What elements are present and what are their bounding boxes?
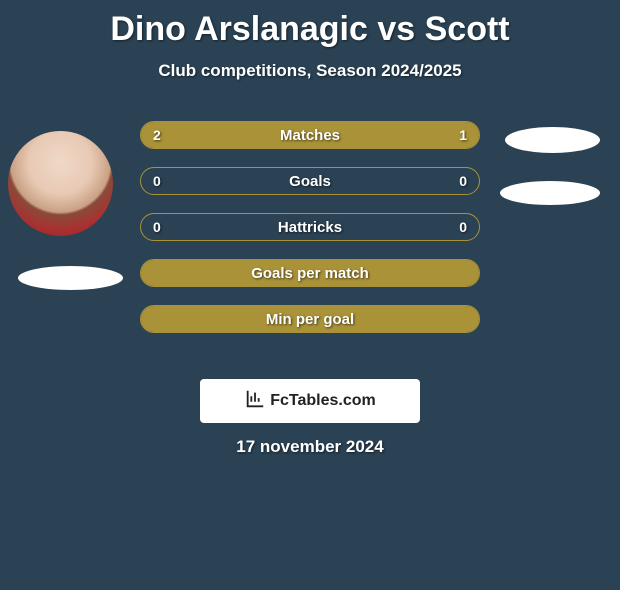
stat-value-right: 1 (459, 127, 467, 143)
stat-bars-container: 2 1 Matches 0 0 Goals 0 0 Hattricks Goals per mat… (140, 121, 480, 351)
date-label: 17 november 2024 (0, 437, 620, 457)
stat-value-left: 0 (153, 173, 161, 189)
stat-bar: 0 0 Hattricks (140, 213, 480, 241)
fctables-logo[interactable]: FcTables.com (200, 379, 420, 423)
player-left-avatar (8, 131, 113, 236)
stat-label: Goals (289, 173, 331, 190)
stat-bar: Goals per match (140, 259, 480, 287)
player-right-avatar (505, 127, 600, 153)
stat-value-left: 2 (153, 127, 161, 143)
stat-value-right: 0 (459, 173, 467, 189)
stat-label: Matches (280, 127, 340, 144)
stat-bar: Min per goal (140, 305, 480, 333)
page-title: Dino Arslanagic vs Scott (0, 10, 620, 49)
chart-icon (244, 388, 266, 415)
stat-value-right: 0 (459, 219, 467, 235)
player-right-shadow (500, 181, 600, 205)
logo-text: FcTables.com (270, 392, 376, 410)
stats-area: 2 1 Matches 0 0 Goals 0 0 Hattricks Goals per mat… (0, 111, 620, 371)
stat-label: Goals per match (251, 265, 369, 282)
stat-value-left: 0 (153, 219, 161, 235)
page-subtitle: Club competitions, Season 2024/2025 (0, 61, 620, 81)
stat-bar: 2 1 Matches (140, 121, 480, 149)
player-left-shadow (18, 266, 123, 290)
stat-label: Min per goal (266, 311, 354, 328)
stat-label: Hattricks (278, 219, 342, 236)
stat-bar: 0 0 Goals (140, 167, 480, 195)
